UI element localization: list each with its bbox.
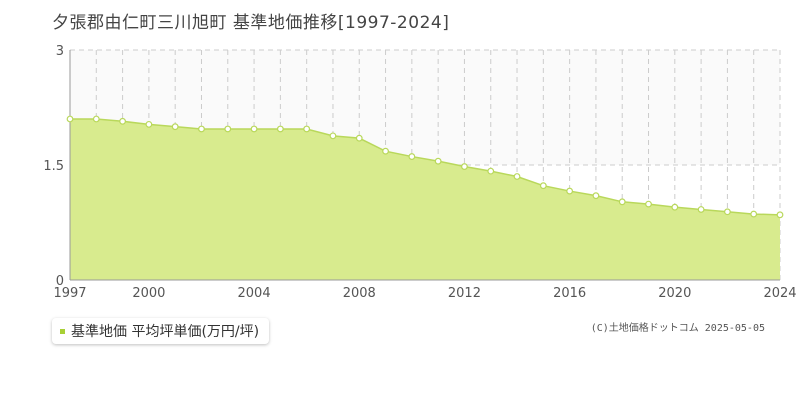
x-tick-label: 1997: [53, 286, 86, 301]
y-tick-label: 1.5: [43, 159, 64, 174]
data-point: [145, 120, 153, 128]
data-point: [645, 200, 652, 208]
chart-title: 夕張郡由仁町三川旭町 基準地価推移[1997-2024]: [52, 13, 450, 33]
credit-text: (C)土地価格ドットコム 2025-05-05: [590, 323, 765, 334]
data-point: [119, 117, 126, 125]
data-point: [171, 123, 179, 131]
y-tick-label: 3: [56, 44, 64, 59]
series-line: [70, 118, 781, 216]
data-point: [66, 115, 74, 123]
data-point: [461, 163, 468, 170]
data-point: [487, 167, 495, 175]
data-point: [592, 192, 600, 200]
x-tick-label: 2012: [448, 286, 481, 301]
data-point: [513, 173, 521, 180]
data-point: [382, 147, 389, 155]
x-tick-label: 2024: [763, 286, 796, 301]
marker-layer: [66, 115, 784, 219]
data-point: [618, 198, 626, 206]
axis-layer: [69, 50, 780, 281]
legend[interactable]: 基準地価 平均坪単価(万円/坪): [52, 318, 270, 344]
data-point: [434, 157, 442, 165]
label-layer: 0 1.5 3 1997 2000 2004 2008 2012 2016 2020 2024: [43, 44, 796, 301]
y-tick-label: 0: [56, 274, 64, 289]
x-tick-label: 2008: [343, 286, 376, 301]
data-point: [329, 132, 337, 140]
x-tick-label: 2000: [132, 286, 165, 301]
data-point: [539, 182, 547, 190]
x-tick-label: 2004: [238, 286, 271, 301]
legend-label: 基準地価 平均坪単価(万円/坪): [71, 324, 260, 340]
data-point: [250, 125, 258, 133]
data-point: [276, 125, 284, 133]
data-point: [566, 187, 574, 195]
x-tick-label: 2016: [553, 286, 586, 301]
data-point: [724, 208, 731, 216]
data-point: [355, 134, 363, 142]
series-area: [70, 119, 780, 280]
data-point: [224, 125, 232, 133]
data-point: [408, 153, 416, 160]
area-layer: [70, 118, 781, 280]
data-point: [750, 210, 758, 218]
data-point: [92, 115, 100, 123]
legend-swatch: [60, 328, 65, 334]
data-point: [776, 211, 784, 219]
data-point: [671, 203, 679, 211]
x-tick-label: 2020: [658, 286, 691, 301]
data-point: [198, 125, 205, 133]
data-point: [303, 125, 311, 133]
data-point: [697, 206, 705, 213]
